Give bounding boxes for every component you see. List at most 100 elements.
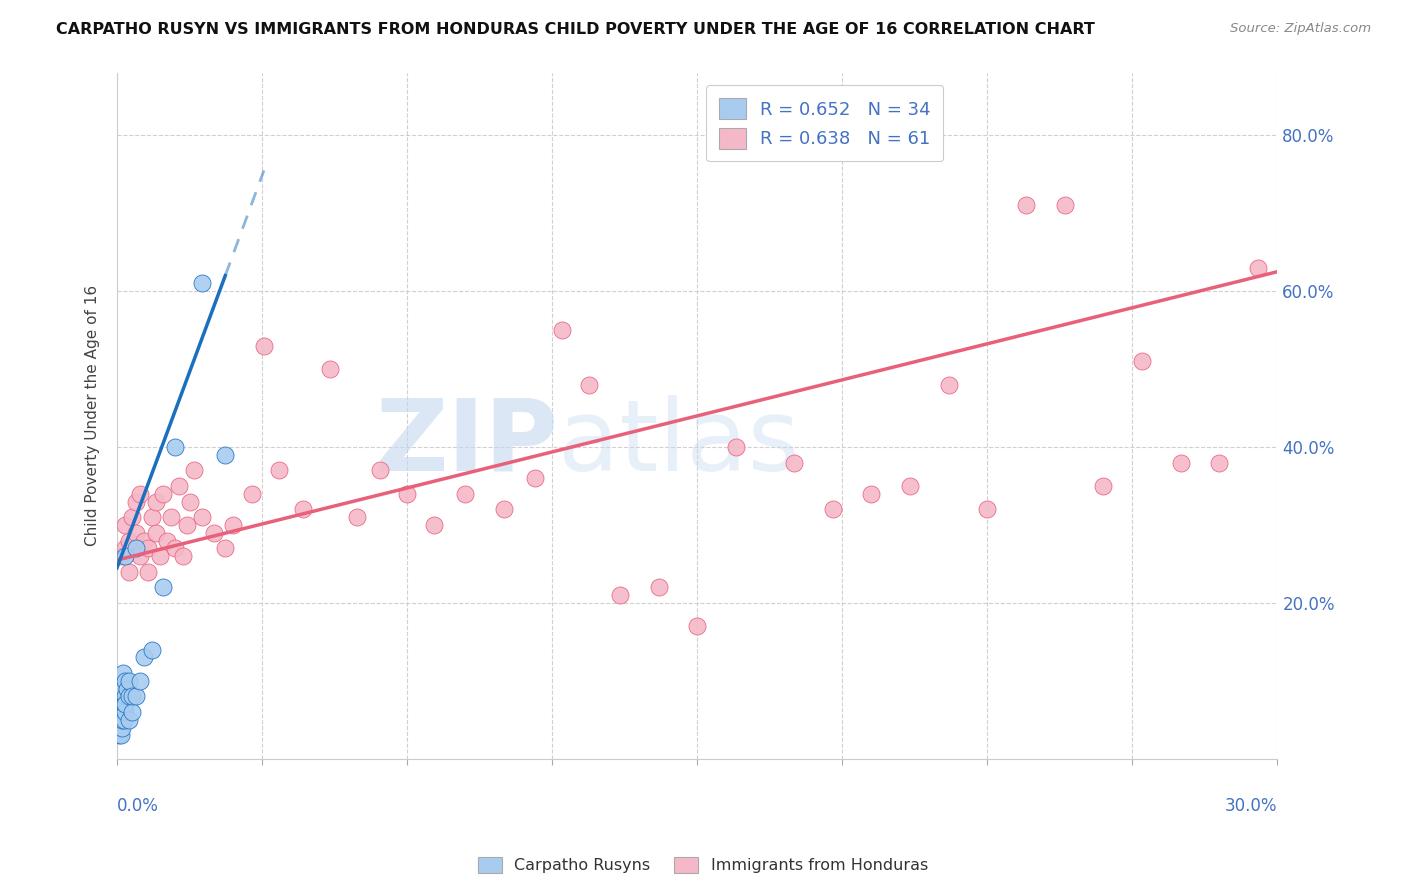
Point xyxy=(163,541,186,556)
Point xyxy=(121,510,143,524)
Point xyxy=(269,463,291,477)
Point xyxy=(222,518,245,533)
Point xyxy=(145,525,167,540)
Point xyxy=(112,697,135,711)
Point xyxy=(136,565,159,579)
Point xyxy=(111,713,134,727)
Point xyxy=(148,549,170,563)
Point xyxy=(110,721,132,735)
Point xyxy=(114,705,136,719)
Point xyxy=(132,533,155,548)
Point xyxy=(121,690,143,704)
Point xyxy=(145,494,167,508)
Point xyxy=(152,487,174,501)
Point xyxy=(156,533,179,548)
Point xyxy=(1170,456,1192,470)
Point xyxy=(1208,456,1230,470)
Point xyxy=(114,549,136,563)
Point xyxy=(136,541,159,556)
Point xyxy=(121,705,143,719)
Point xyxy=(117,713,139,727)
Point xyxy=(240,487,263,501)
Point xyxy=(609,588,631,602)
Point xyxy=(129,549,152,563)
Point xyxy=(110,697,132,711)
Point xyxy=(129,673,152,688)
Point xyxy=(108,721,131,735)
Point xyxy=(114,541,136,556)
Point xyxy=(454,487,477,501)
Point xyxy=(898,479,921,493)
Point xyxy=(578,377,600,392)
Legend: Carpatho Rusyns, Immigrants from Honduras: Carpatho Rusyns, Immigrants from Hondura… xyxy=(471,850,935,880)
Point xyxy=(1130,354,1153,368)
Point xyxy=(110,549,132,563)
Point xyxy=(172,549,194,563)
Point xyxy=(110,690,132,704)
Point xyxy=(976,502,998,516)
Point xyxy=(160,510,183,524)
Point xyxy=(183,463,205,477)
Point xyxy=(523,471,546,485)
Point xyxy=(202,525,225,540)
Point xyxy=(647,580,669,594)
Point xyxy=(108,728,131,742)
Point xyxy=(114,673,136,688)
Point xyxy=(686,619,709,633)
Point xyxy=(783,456,806,470)
Point xyxy=(114,690,136,704)
Point xyxy=(112,713,135,727)
Point xyxy=(396,487,419,501)
Point xyxy=(346,510,368,524)
Point xyxy=(191,277,214,291)
Point xyxy=(129,487,152,501)
Point xyxy=(1053,198,1076,212)
Point xyxy=(125,541,148,556)
Point xyxy=(1015,198,1038,212)
Point xyxy=(114,697,136,711)
Point xyxy=(152,580,174,594)
Point xyxy=(117,565,139,579)
Point xyxy=(132,650,155,665)
Point xyxy=(1247,260,1270,275)
Point xyxy=(253,339,276,353)
Point xyxy=(423,518,446,533)
Point xyxy=(110,728,132,742)
Point xyxy=(551,323,574,337)
Point xyxy=(125,494,148,508)
Point xyxy=(114,518,136,533)
Text: 30.0%: 30.0% xyxy=(1225,797,1278,814)
Point xyxy=(191,510,214,524)
Point xyxy=(179,494,201,508)
Point xyxy=(821,502,844,516)
Point xyxy=(111,705,134,719)
Text: ZIP: ZIP xyxy=(375,395,558,491)
Point xyxy=(1092,479,1115,493)
Point xyxy=(125,525,148,540)
Point xyxy=(319,362,342,376)
Point xyxy=(860,487,883,501)
Point xyxy=(724,440,747,454)
Point xyxy=(176,518,198,533)
Point xyxy=(492,502,515,516)
Point xyxy=(141,642,163,657)
Point xyxy=(115,681,138,696)
Point xyxy=(111,681,134,696)
Text: 0.0%: 0.0% xyxy=(117,797,159,814)
Point xyxy=(117,533,139,548)
Point xyxy=(111,666,134,681)
Point xyxy=(163,440,186,454)
Point xyxy=(167,479,190,493)
Point xyxy=(117,690,139,704)
Point xyxy=(141,510,163,524)
Legend: R = 0.652   N = 34, R = 0.638   N = 61: R = 0.652 N = 34, R = 0.638 N = 61 xyxy=(706,86,943,161)
Y-axis label: Child Poverty Under the Age of 16: Child Poverty Under the Age of 16 xyxy=(86,285,100,547)
Point xyxy=(291,502,314,516)
Point xyxy=(214,541,236,556)
Text: atlas: atlas xyxy=(558,395,800,491)
Point xyxy=(125,690,148,704)
Point xyxy=(117,673,139,688)
Point xyxy=(938,377,960,392)
Text: Source: ZipAtlas.com: Source: ZipAtlas.com xyxy=(1230,22,1371,36)
Point xyxy=(110,705,132,719)
